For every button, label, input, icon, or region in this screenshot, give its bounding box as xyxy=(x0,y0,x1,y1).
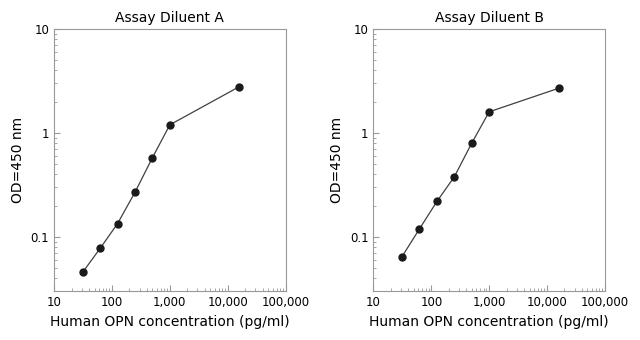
Title: Assay Diluent A: Assay Diluent A xyxy=(115,11,224,25)
X-axis label: Human OPN concentration (pg/ml): Human OPN concentration (pg/ml) xyxy=(369,315,609,329)
Y-axis label: OD=450 nm: OD=450 nm xyxy=(330,117,344,203)
Y-axis label: OD=450 nm: OD=450 nm xyxy=(11,117,25,203)
X-axis label: Human OPN concentration (pg/ml): Human OPN concentration (pg/ml) xyxy=(50,315,290,329)
Title: Assay Diluent B: Assay Diluent B xyxy=(435,11,543,25)
